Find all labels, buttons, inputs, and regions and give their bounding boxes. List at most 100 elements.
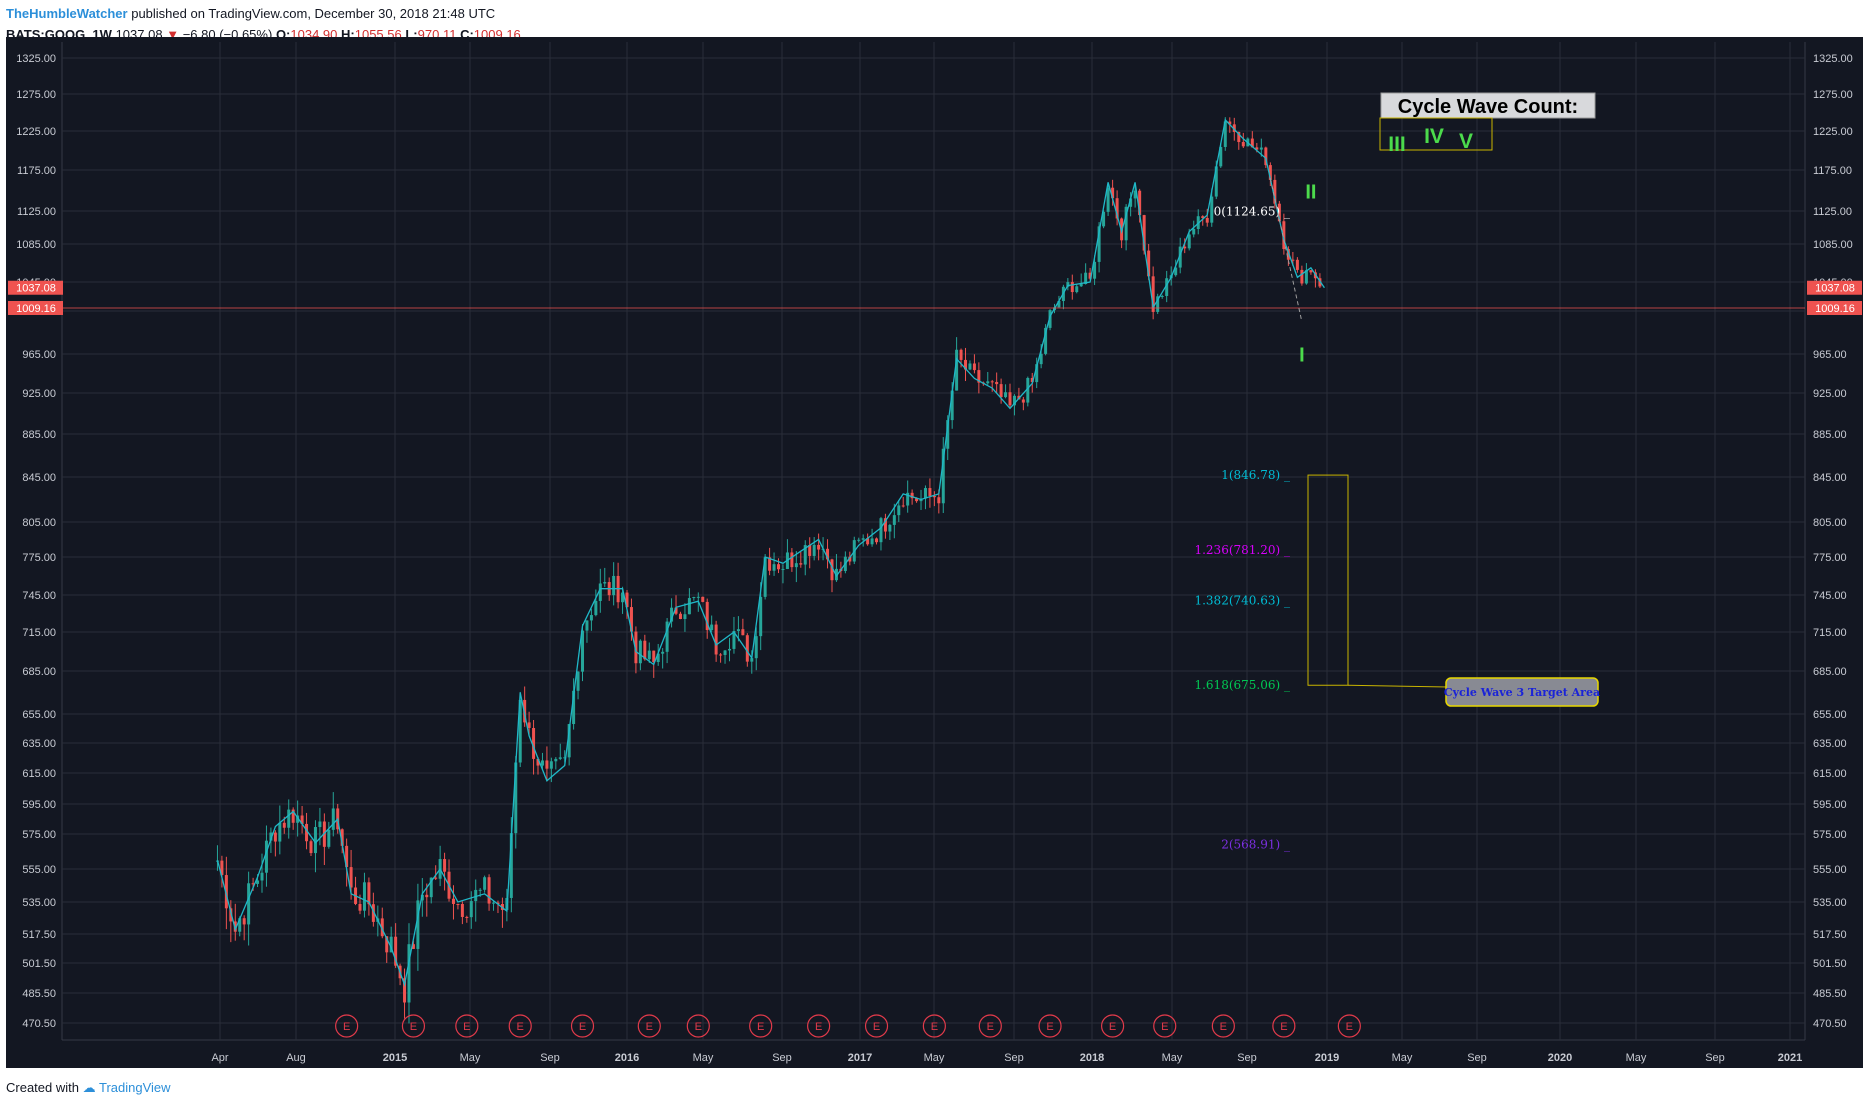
candle-body	[349, 867, 353, 888]
earnings-marker-icon[interactable]	[686, 1014, 710, 1038]
fib-level-label: 1.382(740.63) _	[1194, 593, 1290, 607]
candle-body	[772, 564, 776, 571]
candle-body	[492, 902, 496, 904]
earnings-marker-icon[interactable]	[1337, 1014, 1361, 1038]
candle-body	[1111, 187, 1115, 199]
earnings-marker-icon[interactable]	[1211, 1014, 1235, 1038]
candle-body	[563, 757, 567, 759]
candle-body	[527, 722, 531, 728]
candle-body	[723, 650, 727, 655]
tradingview-link[interactable]: TradingView	[99, 1080, 171, 1095]
candle-body	[278, 822, 282, 842]
x-tick-label: Sep	[1004, 1052, 1024, 1064]
candle-body	[727, 648, 731, 651]
candle-body	[701, 596, 705, 602]
earnings-marker-icon[interactable]	[807, 1014, 831, 1038]
earnings-marker-icon[interactable]	[864, 1014, 889, 1038]
candle-body	[1138, 190, 1142, 216]
candle-body	[251, 883, 255, 885]
earnings-marker-icon[interactable]	[508, 1014, 532, 1038]
candle-body	[1115, 198, 1119, 219]
y-tick-label-left: 1175.00	[17, 165, 56, 177]
candle-body	[950, 390, 954, 421]
close-price-tag-left	[8, 300, 63, 315]
candle-body	[1286, 249, 1290, 260]
candle-body	[394, 936, 398, 966]
candle-body	[937, 497, 941, 504]
candle-body	[313, 827, 317, 854]
x-tick-label: May	[1162, 1052, 1183, 1064]
candle-body	[656, 653, 660, 662]
candle-body	[901, 505, 905, 507]
candle-body	[1232, 124, 1236, 132]
candle-body	[1214, 166, 1218, 197]
candle-body	[474, 889, 478, 902]
earnings-marker-text: E	[931, 1021, 938, 1033]
earnings-marker-icon[interactable]	[1101, 1014, 1125, 1038]
candle-body	[518, 699, 522, 763]
candle-body	[367, 882, 371, 905]
candle-body	[745, 635, 749, 662]
fib-level-label: 0(1124.65) _	[1214, 204, 1290, 218]
close-price-tag-right	[1807, 300, 1862, 315]
candle-body	[296, 815, 300, 823]
candle-body	[629, 607, 633, 632]
earnings-marker-text: E	[343, 1021, 350, 1033]
target-area-box	[1307, 474, 1349, 686]
candle-body	[910, 492, 914, 499]
earnings-marker-icon[interactable]	[401, 1014, 426, 1038]
earnings-marker-icon[interactable]	[1153, 1014, 1177, 1038]
earnings-marker-icon[interactable]	[922, 1014, 946, 1038]
candle-body	[692, 597, 696, 599]
y-tick-label-right: 1275.00	[1813, 89, 1853, 101]
candle-body	[1318, 278, 1322, 287]
y-tick-label-left: 775.00	[22, 552, 56, 564]
candle-body	[331, 808, 335, 830]
candle-body	[861, 538, 865, 540]
earnings-marker-icon[interactable]	[978, 1014, 1002, 1038]
candle-body	[1201, 216, 1205, 219]
candle-body	[1039, 353, 1043, 365]
candle-body	[496, 902, 500, 904]
candle-body	[407, 944, 411, 1003]
earnings-marker-icon[interactable]	[749, 1014, 773, 1038]
candle-body	[1147, 250, 1151, 277]
candle-body	[572, 690, 576, 725]
earnings-marker-icon[interactable]	[1272, 1014, 1296, 1038]
x-tick-label: 2020	[1548, 1052, 1572, 1064]
candle-body	[371, 904, 375, 922]
candle-body	[941, 448, 945, 504]
earnings-marker-text: E	[987, 1021, 994, 1033]
candle-body	[643, 640, 647, 660]
y-tick-label-right: 805.00	[1813, 517, 1847, 529]
earnings-marker-icon[interactable]	[637, 1014, 661, 1038]
earnings-marker-icon[interactable]	[1038, 1014, 1062, 1038]
candle-body	[661, 651, 665, 654]
candle-body	[385, 936, 389, 953]
candle-body	[451, 898, 455, 904]
earnings-marker-icon[interactable]	[455, 1014, 479, 1038]
y-tick-label-left: 615.00	[22, 768, 56, 780]
candle-body	[1187, 234, 1191, 249]
candle-body	[736, 629, 740, 631]
candle-body	[282, 822, 286, 828]
candle-body	[1250, 138, 1254, 148]
candle-body	[1291, 259, 1295, 261]
earnings-marker-icon[interactable]	[570, 1014, 595, 1038]
candle-body	[915, 498, 919, 502]
candle-body	[1084, 272, 1088, 284]
y-tick-label-right: 595.00	[1813, 799, 1847, 811]
earnings-marker-icon[interactable]	[335, 1014, 359, 1038]
y-tick-label-right: 1125.00	[1813, 206, 1852, 218]
fib-level-label: 1(846.78) _	[1221, 468, 1290, 482]
earnings-marker-text: E	[1109, 1021, 1116, 1033]
candle-body	[1048, 310, 1052, 328]
candle-body	[1268, 165, 1272, 180]
x-tick-label: Sep	[1467, 1052, 1487, 1064]
candle-body	[625, 592, 629, 608]
y-tick-label-left: 535.00	[22, 897, 56, 909]
last-price-tag-right-text: 1037.08	[1815, 283, 1855, 295]
candle-body	[790, 552, 794, 568]
author-link[interactable]: TheHumbleWatcher	[6, 6, 128, 21]
